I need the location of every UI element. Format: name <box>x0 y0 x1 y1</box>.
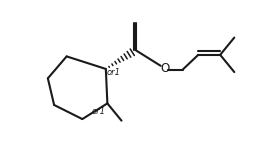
Text: O: O <box>160 62 169 75</box>
Text: or1: or1 <box>107 68 121 77</box>
Text: or1: or1 <box>92 107 106 116</box>
